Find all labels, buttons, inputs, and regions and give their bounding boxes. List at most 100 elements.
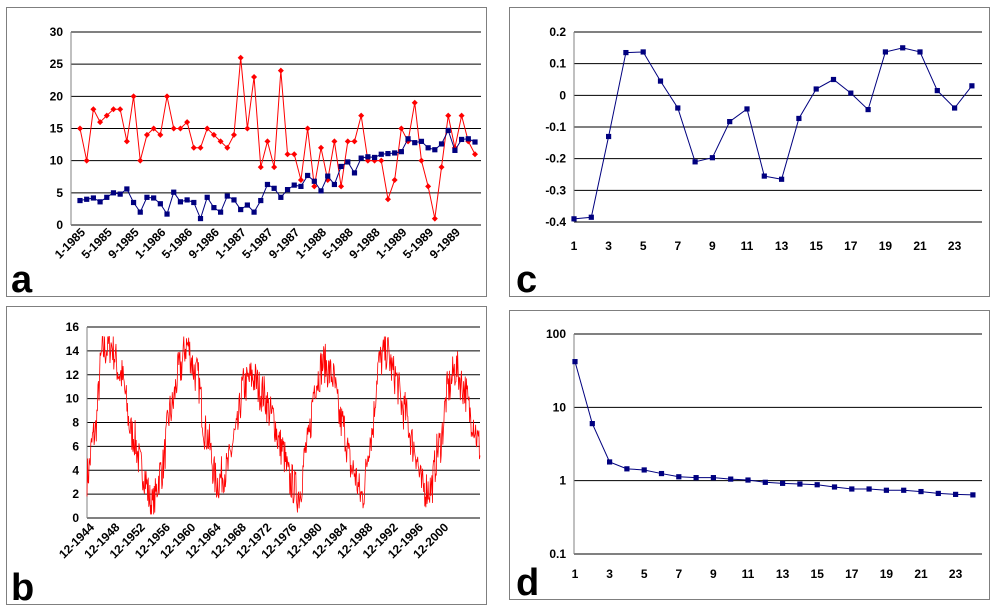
data-point-a-1-41 (351, 170, 358, 176)
chart-panel-d: 0.1 1 10 100 1 3 5 7 9 11 13 15 17 19 21 23 d (509, 310, 990, 602)
data-point-a-1-54 (438, 141, 445, 147)
data-point-a-1-8 (130, 199, 137, 206)
data-point-a-0-57 (458, 112, 465, 119)
data-point-a-1-29 (271, 185, 277, 191)
data-point-d-20 (918, 488, 924, 495)
x-tick-label-d-3: 7 (675, 567, 682, 581)
x-tick-label-c-7: 15 (810, 239, 824, 253)
data-point-a-1-26 (251, 209, 257, 215)
data-point-c-14 (813, 86, 819, 92)
y-tick-label-b-3: 6 (72, 439, 79, 453)
data-point-a-1-59 (472, 139, 478, 145)
data-point-a-1-1 (84, 196, 90, 202)
data-point-a-0-54 (438, 164, 445, 171)
data-point-a-1-3 (97, 199, 103, 205)
x-tick-label-c-9: 19 (879, 239, 893, 253)
data-point-a-0-16 (184, 119, 191, 126)
y-tick-label-c-2: -0.2 (545, 152, 566, 166)
data-point-a-1-33 (298, 183, 304, 189)
data-point-a-1-37 (325, 173, 331, 179)
data-point-d-19 (901, 487, 907, 493)
data-point-a-1-19 (204, 194, 210, 200)
series-line-c (573, 47, 973, 220)
y-tick-label-b-1: 2 (72, 487, 79, 501)
data-point-a-0-10 (143, 131, 150, 138)
x-tick-label-d-11: 23 (949, 567, 963, 581)
data-point-a-1-23 (231, 197, 237, 203)
data-point-c-22 (952, 105, 958, 111)
data-point-a-0-36 (318, 144, 325, 151)
series-line-a-0 (79, 57, 476, 219)
data-point-a-1-39 (338, 163, 344, 170)
series-line-b (86, 336, 481, 515)
data-point-a-0-32 (291, 151, 298, 158)
data-point-a-0-35 (311, 183, 318, 190)
data-point-a-0-40 (344, 138, 351, 145)
data-point-a-0-18 (197, 144, 204, 151)
data-point-c-0 (571, 216, 577, 222)
data-point-a-0-21 (217, 138, 224, 145)
data-point-d-4 (641, 467, 647, 473)
data-point-a-1-7 (124, 186, 130, 192)
data-point-c-12 (779, 176, 785, 182)
data-point-a-1-20 (211, 205, 217, 211)
x-tick-label-c-10: 21 (913, 239, 927, 253)
chart-panel-a: 0 5 10 15 20 25 30 1-1985 5-1985 9-1985 1-1986 5-19… (6, 7, 487, 299)
y-tick-label-a-4: 20 (50, 89, 64, 103)
data-point-d-16 (849, 486, 855, 492)
data-point-a-1-16 (184, 197, 190, 203)
y-tick-label-c-3: -0.1 (545, 120, 566, 134)
data-point-a-1-18 (197, 215, 204, 222)
y-tick-label-c-5: 0.1 (549, 57, 566, 71)
y-tick-label-c-6: 0.2 (549, 25, 566, 39)
data-point-a-0-38 (331, 138, 338, 145)
data-point-d-18 (883, 487, 889, 493)
x-tick-label-d-5: 11 (742, 567, 755, 581)
data-point-d-13 (797, 481, 803, 487)
data-point-a-0-19 (204, 125, 211, 132)
data-point-d-2 (607, 459, 613, 465)
data-point-a-0-12 (157, 131, 164, 138)
data-point-c-15 (830, 76, 837, 83)
data-point-a-0-24 (237, 54, 244, 61)
data-point-a-1-28 (264, 181, 271, 188)
data-point-c-13 (796, 115, 802, 122)
panel-label-c: c (516, 259, 538, 301)
data-point-d-7 (693, 475, 699, 481)
data-point-a-0-29 (271, 164, 278, 171)
data-point-a-0-8 (130, 93, 137, 100)
data-point-a-1-25 (244, 202, 250, 208)
data-point-a-1-53 (432, 147, 438, 153)
data-point-a-0-23 (230, 131, 237, 138)
data-point-a-1-2 (90, 195, 96, 201)
x-tick-label-a-14: 9-1989 (427, 225, 464, 262)
data-point-a-1-52 (425, 145, 431, 151)
data-point-d-5 (658, 470, 665, 477)
x-tick-label-c-5: 11 (741, 239, 754, 253)
data-point-a-1-35 (311, 178, 317, 184)
data-point-d-9 (728, 476, 734, 482)
x-tick-label-c-4: 9 (709, 239, 716, 253)
data-point-d-10 (745, 477, 751, 483)
data-point-a-0-15 (177, 125, 184, 132)
data-point-d-14 (814, 482, 820, 488)
data-point-a-0-47 (391, 176, 398, 183)
data-point-a-0-11 (150, 125, 157, 132)
data-point-d-22 (953, 491, 959, 497)
data-point-c-1 (588, 214, 594, 220)
x-tick-label-d-10: 21 (914, 567, 928, 581)
data-point-a-1-51 (418, 138, 425, 144)
data-point-a-1-32 (291, 182, 297, 188)
data-point-d-0 (572, 359, 578, 365)
data-point-d-8 (710, 475, 716, 481)
y-tick-label-b-6: 12 (66, 368, 80, 382)
data-point-a-1-38 (331, 181, 338, 188)
data-point-c-4 (640, 49, 646, 55)
x-tick-label-c-0: 1 (571, 239, 578, 253)
y-tick-label-c-4: 0 (559, 88, 566, 102)
data-point-a-0-46 (384, 196, 391, 203)
y-tick-label-b-7: 14 (66, 344, 80, 358)
y-tick-label-c-1: -0.3 (545, 183, 566, 197)
data-point-a-1-21 (217, 209, 224, 215)
data-point-a-1-49 (405, 136, 411, 142)
